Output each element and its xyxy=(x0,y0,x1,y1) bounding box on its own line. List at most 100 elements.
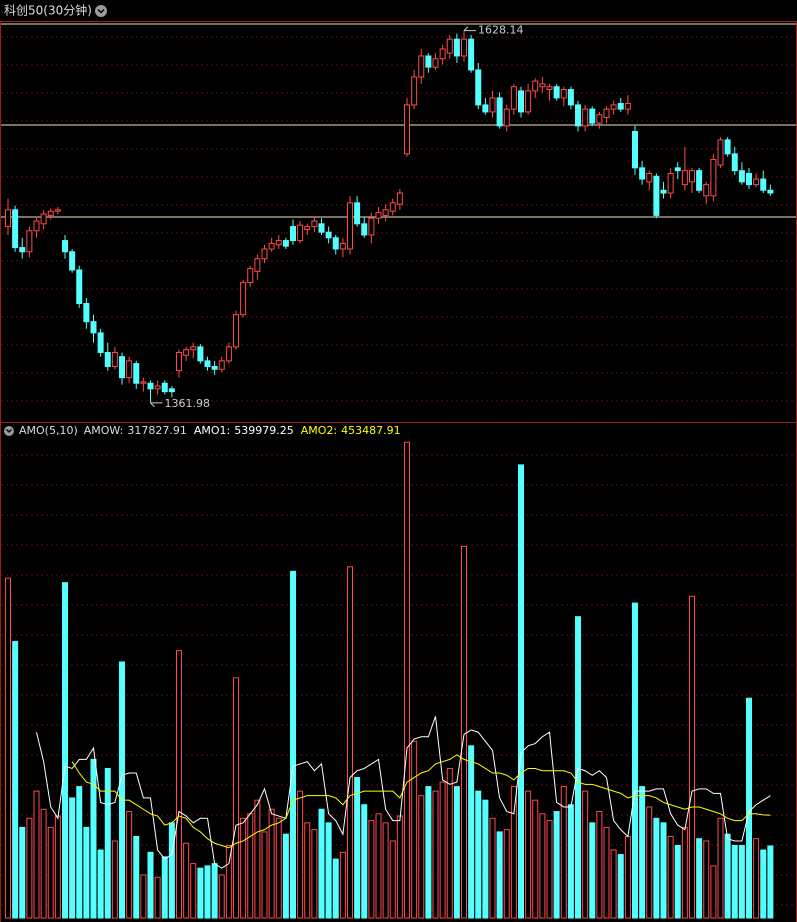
candle-body xyxy=(325,231,332,239)
volume-bar xyxy=(40,808,47,919)
candle-body xyxy=(183,349,190,356)
candle-body xyxy=(532,80,539,92)
candle-body xyxy=(47,210,54,216)
volume-bar xyxy=(731,844,738,919)
candle-body xyxy=(339,242,346,250)
candle-body xyxy=(83,303,90,323)
legend-name: AMO1: xyxy=(194,424,230,437)
candle-body xyxy=(318,223,325,233)
volume-bar xyxy=(339,851,346,919)
volume-bar xyxy=(589,822,596,919)
candle-body xyxy=(632,130,638,169)
candle-body xyxy=(254,258,261,272)
candle-body xyxy=(503,108,510,127)
volume-bar xyxy=(332,858,339,919)
volume-bar xyxy=(575,616,581,919)
volume-bar xyxy=(154,876,161,919)
candle-body xyxy=(596,114,603,124)
volume-bar xyxy=(62,582,68,919)
volume-bar xyxy=(582,790,589,919)
candle-body xyxy=(468,38,475,71)
candle-body xyxy=(240,282,247,316)
volume-bar xyxy=(396,815,403,919)
volume-bar xyxy=(753,838,760,919)
volume-bar xyxy=(361,804,368,919)
candle-body xyxy=(753,178,760,186)
indicator-dropdown[interactable] xyxy=(4,426,14,436)
candle-body xyxy=(496,97,503,127)
candle-body xyxy=(304,226,311,230)
candle-body xyxy=(553,86,560,99)
candle-body xyxy=(282,240,289,247)
volume-bar xyxy=(596,811,603,919)
period-dropdown[interactable] xyxy=(95,5,107,17)
candle-body xyxy=(475,69,482,106)
candle-body xyxy=(689,170,695,183)
volume-bar xyxy=(268,808,275,919)
candle-body xyxy=(225,346,232,362)
volume-bar xyxy=(653,817,660,919)
candle-body xyxy=(311,220,318,228)
volume-bar xyxy=(275,817,282,919)
candle-body xyxy=(97,332,104,353)
candle-body xyxy=(411,76,418,106)
candle-body xyxy=(147,382,154,390)
volume-bar xyxy=(432,790,439,919)
chart-title: 科创50(30分钟) xyxy=(4,3,92,18)
candle-body xyxy=(525,90,532,113)
candle-body xyxy=(724,139,731,155)
volume-bar xyxy=(12,641,19,919)
volume-bar xyxy=(439,781,446,919)
candle-body xyxy=(738,170,745,183)
volume-bar xyxy=(482,799,489,919)
volume-bar xyxy=(311,829,318,919)
candle-body xyxy=(197,346,204,362)
volume-bar xyxy=(197,867,204,919)
volume-bar xyxy=(496,831,503,919)
volume-bar xyxy=(5,577,11,919)
legend-name: AMOW: xyxy=(84,424,124,437)
volume-bar xyxy=(610,849,617,919)
candle-body xyxy=(746,172,752,186)
annotation-arrow xyxy=(150,402,163,408)
volume-bar xyxy=(69,797,76,919)
volume-bar xyxy=(518,464,524,919)
volume-bar xyxy=(553,811,560,919)
candle-body xyxy=(290,226,296,242)
volume-bar xyxy=(560,786,567,919)
volume-bar xyxy=(461,545,467,919)
volume-bar xyxy=(567,804,574,919)
volume-bar xyxy=(717,817,724,919)
volume-bar xyxy=(532,799,539,919)
volume-bar xyxy=(325,822,332,919)
volume-bar xyxy=(190,863,197,919)
volume-bar xyxy=(453,786,460,919)
candle-body xyxy=(111,351,118,367)
high-label: 1628.14 xyxy=(478,24,524,37)
candle-body xyxy=(582,108,589,127)
volume-bar xyxy=(233,677,239,919)
volume-bar xyxy=(225,844,232,919)
volume-bar xyxy=(503,829,510,919)
candle-body xyxy=(104,351,111,367)
volume-bar xyxy=(738,844,745,919)
candle-body xyxy=(703,184,710,197)
legend-name: AMO2: xyxy=(301,424,337,437)
candle-body xyxy=(681,170,688,186)
volume-bar xyxy=(290,570,296,919)
volume-bar xyxy=(240,817,247,919)
candle-body xyxy=(54,209,61,212)
volume-bar xyxy=(724,833,731,919)
candle-body xyxy=(510,86,517,110)
candle-body xyxy=(347,202,353,250)
candle-body xyxy=(767,189,774,194)
candle-body xyxy=(610,104,617,110)
volume-bar xyxy=(382,822,389,919)
volume-bar xyxy=(97,849,104,919)
candle-body xyxy=(69,251,76,271)
candle-body xyxy=(154,385,161,390)
indicator-name: AMO(5,10) xyxy=(19,424,78,437)
volume-bar xyxy=(176,650,182,919)
legend-value: 539979.25 xyxy=(234,424,294,437)
